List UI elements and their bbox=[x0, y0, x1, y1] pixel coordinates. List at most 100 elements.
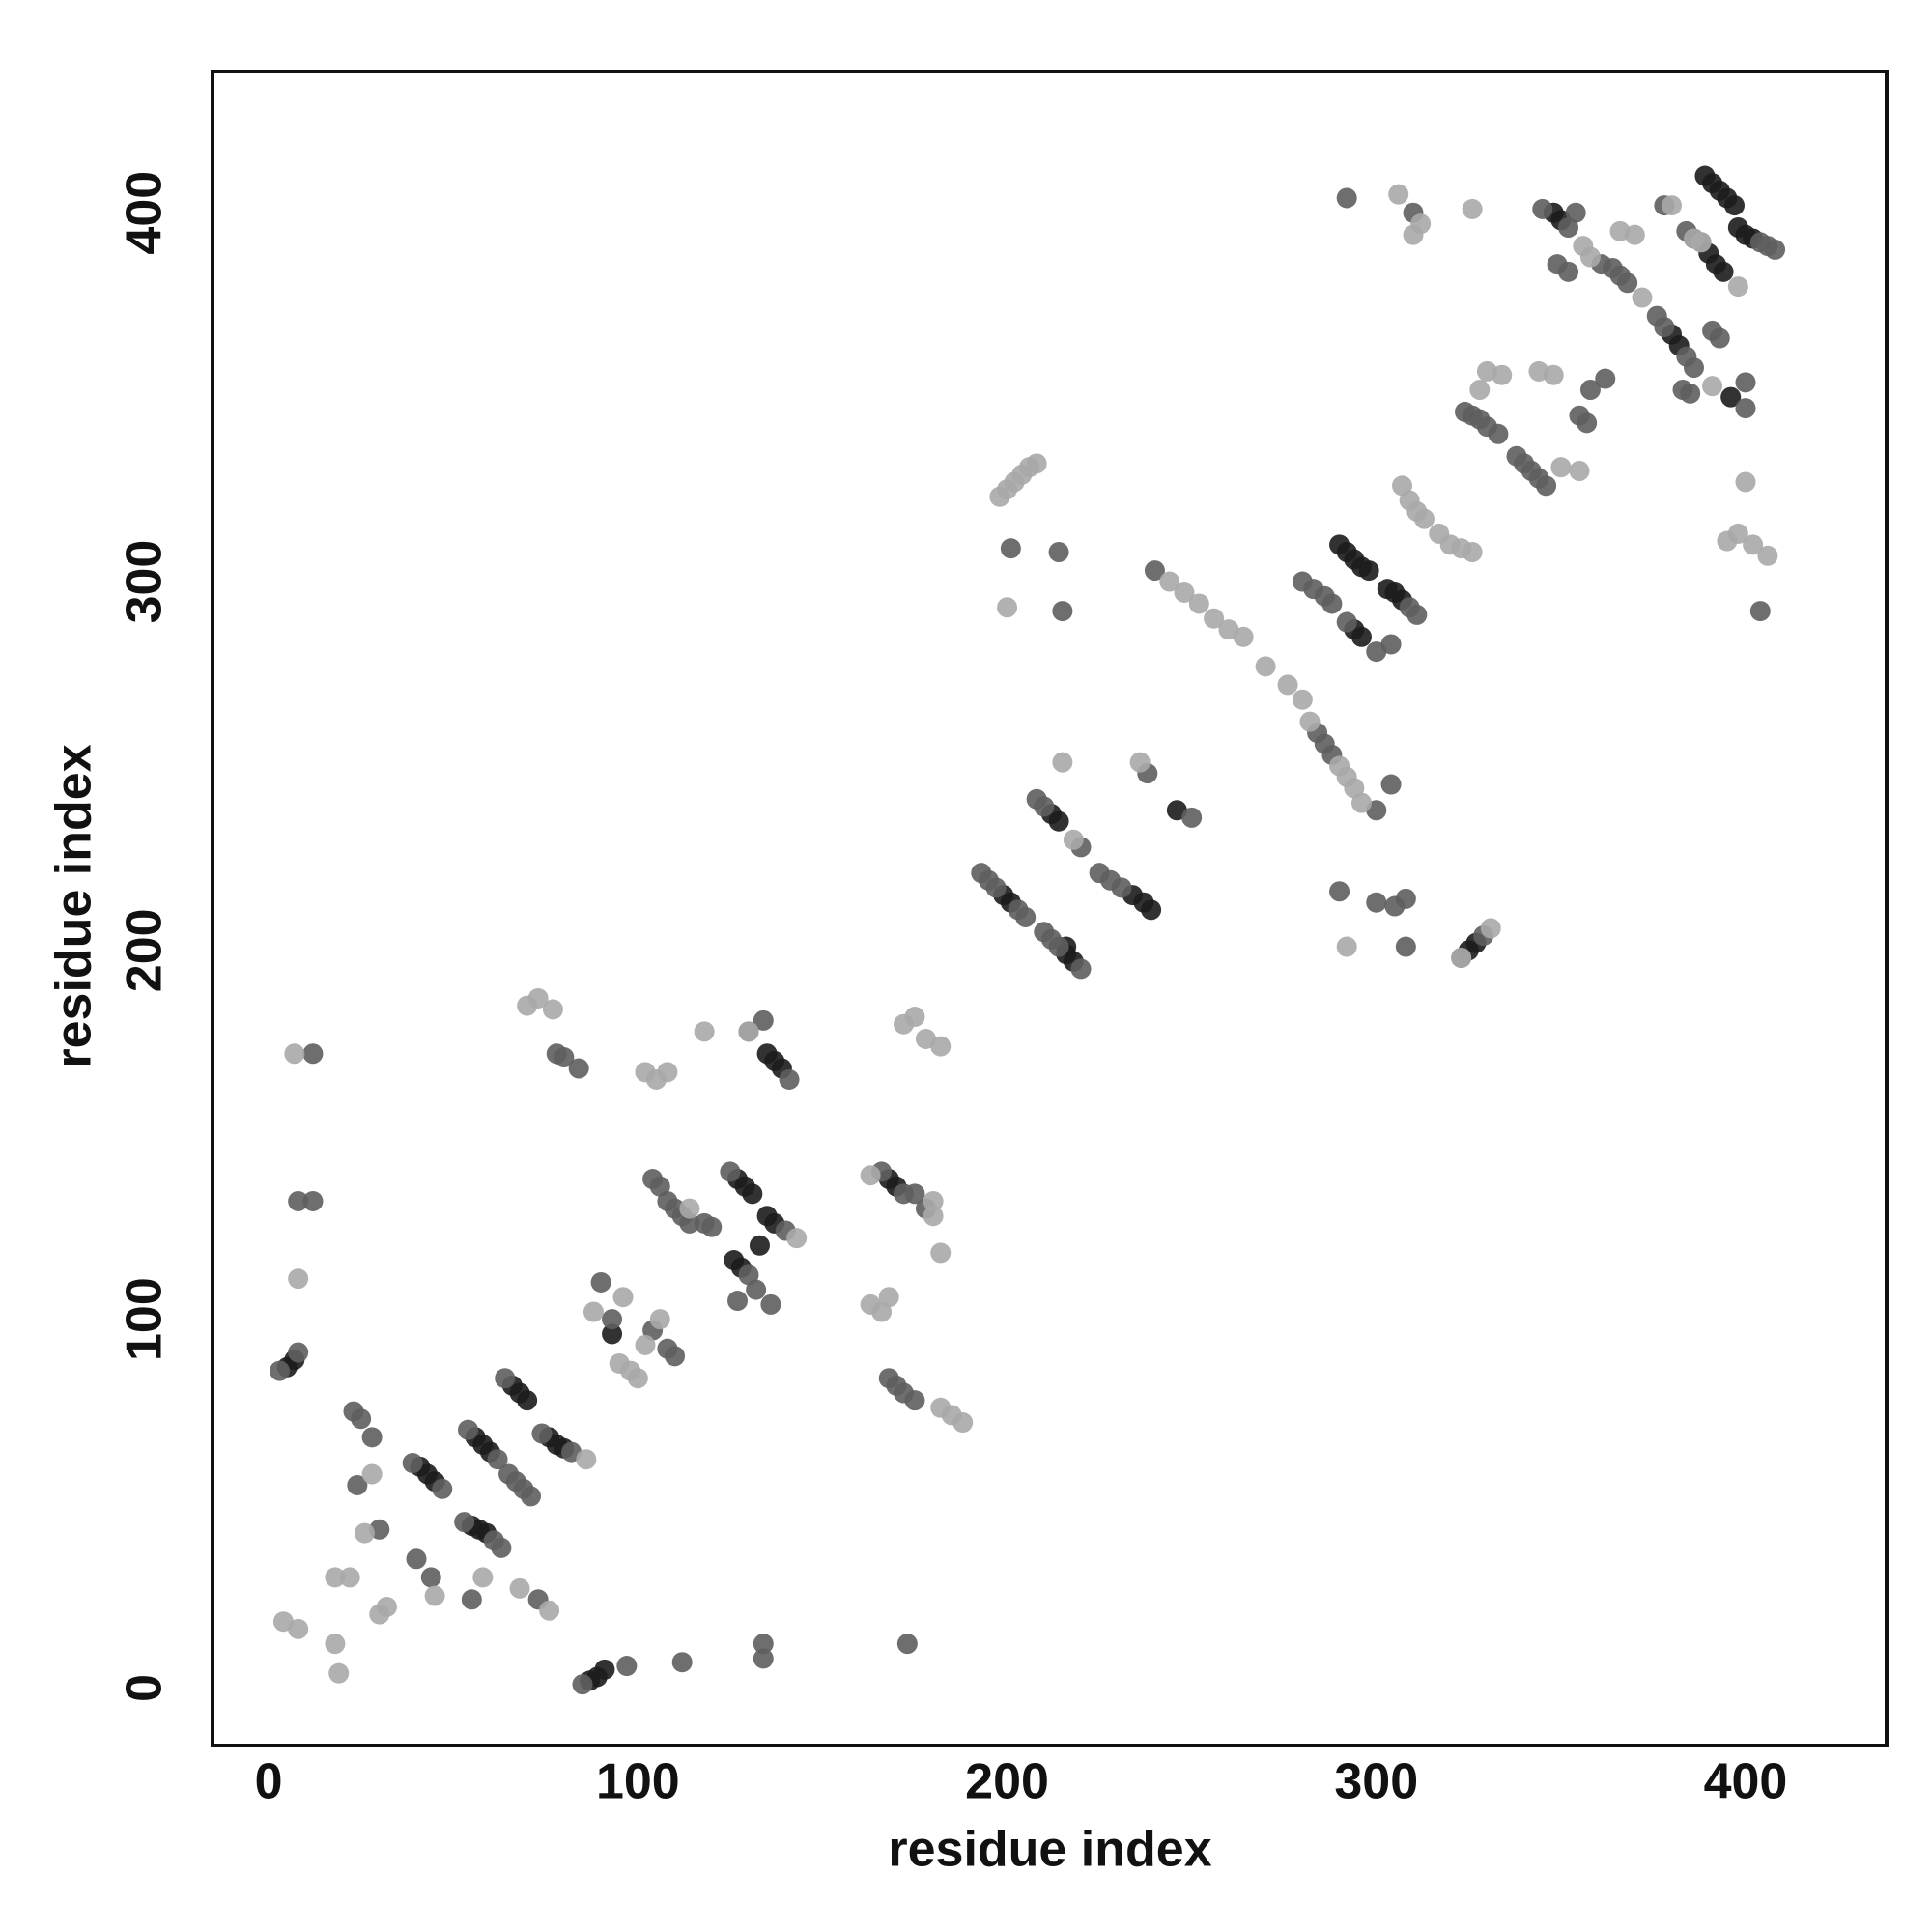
point bbox=[635, 1334, 656, 1355]
point bbox=[361, 1427, 383, 1448]
point bbox=[753, 1634, 774, 1655]
point bbox=[1000, 538, 1021, 559]
point bbox=[679, 1198, 700, 1219]
point bbox=[1048, 541, 1069, 562]
point bbox=[1188, 593, 1209, 614]
point bbox=[1174, 582, 1195, 603]
point bbox=[720, 1161, 741, 1182]
x-tick-label: 0 bbox=[255, 1754, 283, 1810]
point bbox=[1624, 224, 1645, 245]
x-axis-title: residue index bbox=[888, 1822, 1211, 1878]
point bbox=[339, 1567, 360, 1588]
point bbox=[1690, 232, 1712, 253]
x-tick-label: 300 bbox=[1334, 1754, 1418, 1810]
point bbox=[325, 1634, 346, 1655]
point bbox=[354, 1522, 375, 1544]
point bbox=[288, 1342, 309, 1363]
point bbox=[760, 1293, 781, 1315]
point bbox=[495, 1368, 516, 1389]
point bbox=[590, 1271, 611, 1293]
point bbox=[1735, 398, 1756, 419]
point bbox=[351, 1408, 372, 1430]
point bbox=[1350, 792, 1372, 813]
point bbox=[288, 1190, 309, 1211]
point bbox=[457, 1419, 478, 1440]
point bbox=[1488, 423, 1509, 444]
point bbox=[649, 1309, 670, 1330]
point bbox=[1532, 198, 1553, 219]
point bbox=[727, 1291, 749, 1312]
point bbox=[746, 1279, 767, 1300]
point bbox=[520, 1486, 541, 1507]
point bbox=[1743, 534, 1764, 555]
point bbox=[649, 1176, 670, 1197]
point bbox=[347, 1474, 368, 1495]
point bbox=[284, 1043, 305, 1065]
point bbox=[1026, 453, 1047, 474]
point bbox=[1451, 947, 1472, 968]
point bbox=[742, 1183, 763, 1205]
point bbox=[1480, 918, 1501, 939]
point bbox=[1388, 184, 1409, 205]
point bbox=[1034, 796, 1055, 817]
point bbox=[1277, 674, 1298, 696]
point bbox=[1492, 364, 1513, 385]
point bbox=[1727, 276, 1748, 298]
point bbox=[1735, 372, 1756, 393]
point bbox=[424, 1585, 445, 1606]
point bbox=[406, 1548, 427, 1570]
point bbox=[612, 1287, 634, 1308]
point bbox=[602, 1323, 623, 1345]
point bbox=[1413, 508, 1435, 529]
point bbox=[985, 877, 1007, 898]
point bbox=[1052, 601, 1073, 622]
point bbox=[1336, 611, 1357, 633]
point bbox=[361, 1463, 383, 1485]
point bbox=[1321, 593, 1343, 614]
point bbox=[1579, 379, 1601, 400]
point bbox=[753, 1648, 774, 1669]
point bbox=[1395, 936, 1416, 957]
point bbox=[753, 1009, 774, 1031]
point bbox=[1550, 457, 1572, 478]
y-tick-label: 0 bbox=[117, 1674, 173, 1702]
point bbox=[1757, 545, 1778, 566]
point bbox=[1727, 523, 1748, 544]
point bbox=[1720, 386, 1742, 408]
point bbox=[1558, 261, 1579, 282]
point bbox=[1709, 327, 1730, 349]
point bbox=[1181, 807, 1203, 828]
point bbox=[472, 1567, 494, 1588]
point bbox=[779, 1068, 800, 1090]
point bbox=[517, 1390, 538, 1411]
point bbox=[1395, 888, 1416, 909]
point bbox=[738, 1021, 759, 1042]
point bbox=[860, 1165, 881, 1186]
point bbox=[1063, 829, 1084, 850]
point bbox=[432, 1478, 453, 1499]
point bbox=[542, 999, 563, 1020]
point bbox=[1469, 379, 1491, 400]
point bbox=[1070, 958, 1092, 980]
point bbox=[602, 1309, 623, 1330]
point bbox=[288, 1618, 309, 1639]
point bbox=[1662, 195, 1683, 216]
point bbox=[1159, 571, 1180, 592]
point bbox=[302, 1190, 324, 1211]
point bbox=[539, 1600, 560, 1621]
point bbox=[1336, 187, 1357, 209]
point bbox=[1329, 881, 1350, 902]
point bbox=[665, 1346, 686, 1367]
point bbox=[657, 1062, 678, 1083]
point bbox=[1204, 608, 1225, 629]
point bbox=[1654, 317, 1675, 338]
point bbox=[1350, 626, 1372, 647]
point bbox=[923, 1206, 944, 1227]
point bbox=[527, 987, 549, 1009]
point bbox=[491, 1537, 512, 1558]
y-axis-title: residue index bbox=[46, 744, 102, 1067]
point bbox=[1111, 877, 1132, 898]
y-tick-label: 200 bbox=[117, 908, 173, 992]
point bbox=[1724, 195, 1746, 216]
point bbox=[1406, 604, 1428, 625]
